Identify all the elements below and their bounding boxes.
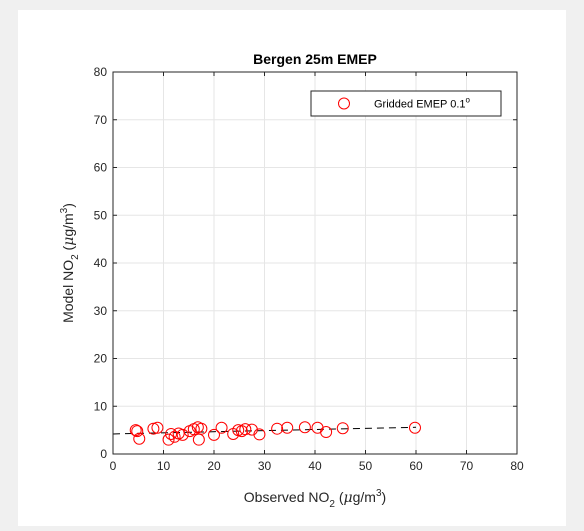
x-axis-label-sub: 2 (329, 499, 335, 510)
data-point-circle (215, 421, 228, 434)
y-tick-label: 10 (94, 399, 108, 413)
x-axis-label: Observed NO2 (μg/m3) (244, 488, 386, 510)
data-point-circle (168, 430, 181, 443)
data-point-circle (133, 432, 146, 445)
data-point-circle (165, 427, 178, 440)
data-point-circle (253, 428, 266, 441)
y-tick-label: 30 (94, 304, 108, 318)
x-tick-label: 20 (207, 459, 221, 473)
data-point-circle (320, 426, 333, 439)
fit-line (112, 426, 417, 435)
x-tick-label: 30 (258, 459, 272, 473)
data-point-circle (271, 422, 284, 435)
fit-line-layer (112, 426, 417, 435)
data-point-circle (336, 422, 349, 435)
x-tick-label: 60 (409, 459, 423, 473)
legend-label: Gridded EMEP 0.1o (374, 96, 471, 111)
y-axis-ticks: 0 10 20 30 40 50 60 70 80 (94, 65, 517, 461)
data-point-circle (195, 422, 208, 435)
chart-title: Bergen 25m EMEP (253, 51, 377, 67)
data-point-circle (281, 421, 294, 434)
data-point-circle (192, 433, 205, 446)
data-point-circle (131, 425, 144, 438)
x-tick-label: 50 (359, 459, 373, 473)
data-point-circle (151, 421, 164, 434)
y-tick-label: 80 (94, 65, 108, 79)
y-tick-label: 0 (100, 447, 107, 461)
x-tick-label: 80 (510, 459, 524, 473)
legend-marker-circle (338, 97, 350, 110)
y-axis-label: Model NO2 (μg/m3) (59, 203, 81, 323)
y-tick-label: 40 (94, 256, 108, 270)
scatter-chart: 0 10 20 30 40 50 60 70 80 0 10 20 30 40 50 60 70 80 Berg… (59, 51, 524, 510)
x-tick-label: 40 (308, 459, 322, 473)
data-point-circle (239, 423, 252, 436)
data-point-circle (162, 433, 175, 446)
data-point-circle (208, 428, 220, 441)
x-axis-ticks: 0 10 20 30 40 50 60 70 80 (110, 72, 524, 473)
data-point-circle (408, 421, 421, 434)
y-tick-label: 60 (94, 161, 108, 175)
figure: 0 10 20 30 40 50 60 70 80 0 10 20 30 40 50 60 70 80 Berg… (18, 10, 566, 526)
data-point-circle (245, 423, 258, 436)
x-tick-label: 10 (157, 459, 171, 473)
x-tick-label: 0 (110, 459, 117, 473)
data-point-circle (147, 422, 160, 435)
data-point-circle (176, 428, 189, 441)
y-tick-label: 50 (94, 208, 108, 222)
data-point-circle (311, 421, 324, 434)
x-tick-label: 70 (460, 459, 474, 473)
legend: Gridded EMEP 0.1o (310, 90, 502, 117)
y-tick-label: 20 (94, 352, 108, 366)
data-point-circle (298, 421, 311, 434)
data-points (129, 421, 421, 446)
legend-box (310, 90, 502, 117)
y-tick-label: 70 (94, 113, 108, 127)
grid-lines (112, 71, 518, 455)
data-point-circle (129, 424, 142, 437)
